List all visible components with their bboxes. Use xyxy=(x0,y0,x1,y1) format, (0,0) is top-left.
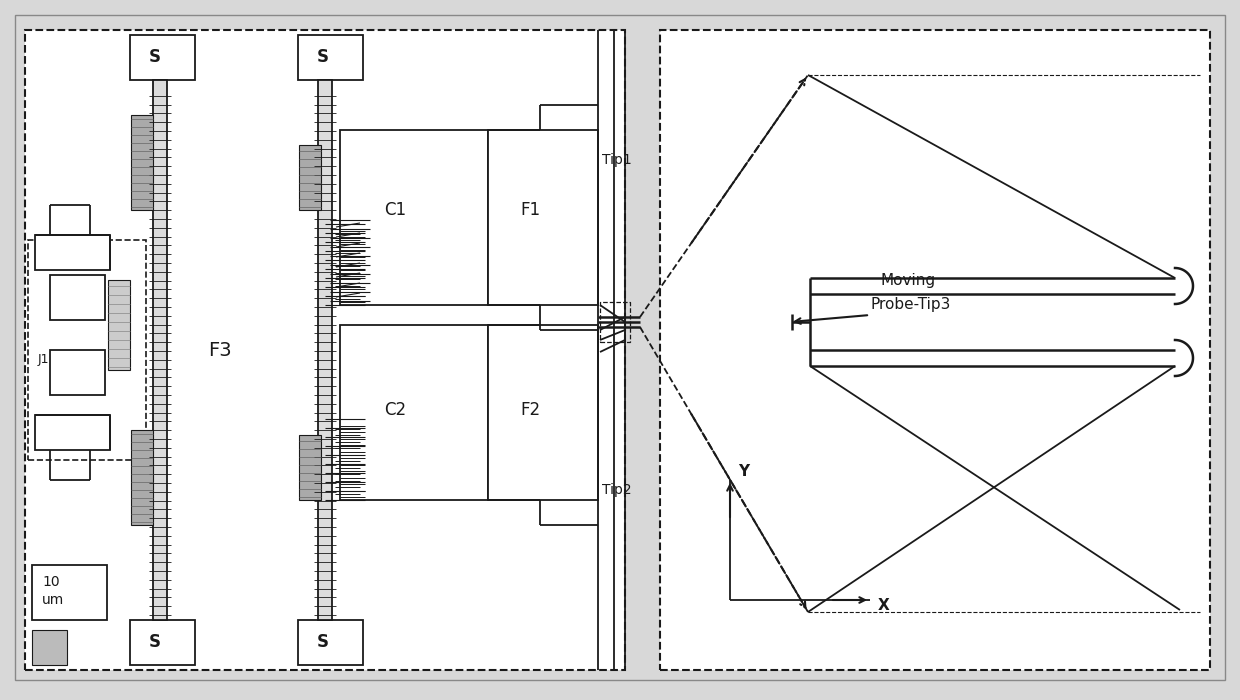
Bar xyxy=(340,130,489,305)
Text: Probe-Tip3: Probe-Tip3 xyxy=(870,298,950,312)
Text: F3: F3 xyxy=(208,340,232,360)
Bar xyxy=(130,35,195,80)
Bar xyxy=(153,80,167,620)
Bar xyxy=(340,325,489,500)
Text: F2: F2 xyxy=(520,401,541,419)
Bar xyxy=(35,235,110,270)
Text: J1: J1 xyxy=(38,354,50,367)
Bar xyxy=(32,565,107,620)
Bar xyxy=(131,430,153,525)
Text: Y: Y xyxy=(738,465,749,480)
Text: Moving: Moving xyxy=(880,272,935,288)
Bar xyxy=(489,130,598,305)
Bar xyxy=(35,415,110,450)
Text: um: um xyxy=(42,593,64,607)
Bar xyxy=(298,620,363,665)
Bar xyxy=(299,435,321,500)
Text: C1: C1 xyxy=(384,201,405,219)
Bar xyxy=(130,620,195,665)
Text: S: S xyxy=(317,633,329,651)
Bar xyxy=(299,145,321,210)
Bar xyxy=(50,350,105,395)
Bar xyxy=(50,275,105,320)
Text: Tip1: Tip1 xyxy=(601,153,631,167)
Bar xyxy=(600,302,630,342)
Text: C2: C2 xyxy=(384,401,405,419)
Bar xyxy=(29,240,146,460)
Text: S: S xyxy=(149,633,161,651)
Text: F1: F1 xyxy=(520,201,541,219)
Bar xyxy=(25,30,625,670)
Bar xyxy=(25,30,625,670)
Text: 10: 10 xyxy=(42,575,60,589)
Bar xyxy=(660,30,1210,670)
Text: Tip2: Tip2 xyxy=(601,483,631,497)
Text: X: X xyxy=(878,598,890,613)
Bar xyxy=(108,280,130,370)
Bar xyxy=(32,630,67,665)
Bar xyxy=(298,35,363,80)
Text: S: S xyxy=(317,48,329,66)
Bar xyxy=(660,30,1210,670)
Bar xyxy=(317,80,332,620)
Text: S: S xyxy=(149,48,161,66)
Bar xyxy=(489,325,598,500)
Bar xyxy=(131,115,153,210)
